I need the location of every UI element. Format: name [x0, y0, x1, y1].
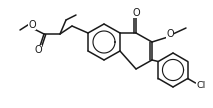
- Text: Cl: Cl: [196, 80, 205, 90]
- Text: O: O: [166, 29, 174, 39]
- Text: O: O: [132, 7, 140, 17]
- Text: O: O: [35, 45, 42, 55]
- Text: O: O: [28, 20, 36, 29]
